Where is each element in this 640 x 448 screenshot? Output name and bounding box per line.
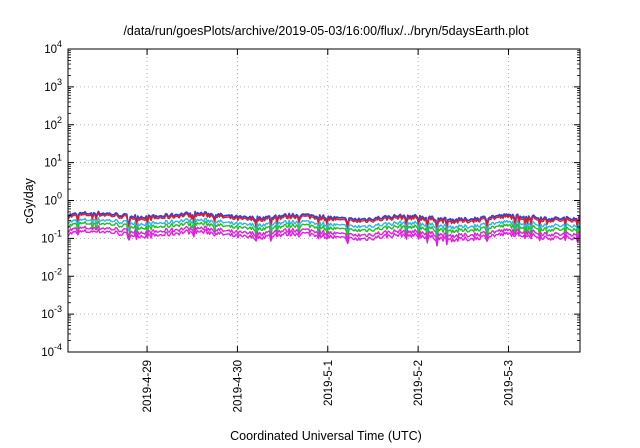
series-line [67, 220, 581, 247]
y-tick-label: 102 [44, 115, 62, 132]
grid [68, 49, 580, 352]
y-tick-label: 101 [44, 153, 62, 170]
x-tick-label: 2019-5-2 [413, 360, 425, 406]
x-tick-label: 2019-5-1 [323, 360, 335, 406]
x-tick-labels: 2019-4-29 2019-4-30 2019-5-1 2019-5-2 2019-5… [142, 360, 515, 412]
y-tick-label: 10-4 [41, 342, 62, 359]
x-tick-label: 2019-5-3 [503, 360, 515, 406]
x-tick-label: 2019-4-29 [142, 360, 154, 412]
y-tick-labels: 10-4 10-3 10-2 10-1 100 101 102 103 104 [41, 39, 62, 359]
x-tick-label: 2019-4-30 [232, 360, 244, 412]
y-axis-label: cGy/day [22, 177, 36, 224]
series-line [67, 217, 581, 240]
x-axis-label: Coordinated Universal Time (UTC) [230, 429, 422, 443]
y-tick-label: 10-3 [41, 304, 62, 321]
axis-ticks [68, 48, 580, 353]
series-line [67, 225, 581, 246]
series-layer [67, 210, 581, 247]
chart-title: /data/run/goesPlots/archive/2019-05-03/1… [123, 24, 529, 38]
y-tick-label: 100 [44, 191, 62, 208]
y-tick-label: 10-2 [41, 266, 62, 283]
y-tick-label: 10-1 [41, 228, 62, 245]
series-line [67, 212, 581, 237]
series-line [67, 228, 581, 247]
y-tick-label: 103 [44, 77, 62, 94]
y-tick-label: 104 [44, 39, 62, 56]
